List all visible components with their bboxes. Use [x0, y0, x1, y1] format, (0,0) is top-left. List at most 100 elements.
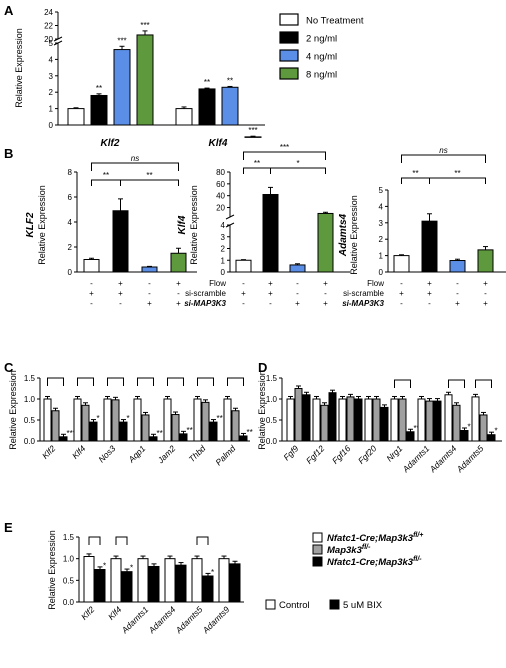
- bracket-01: [243, 167, 271, 174]
- x-category-label: Adamts1: [400, 443, 432, 475]
- y-tick-label: 0.5: [24, 416, 36, 425]
- condition-sign: -: [242, 279, 245, 288]
- legend-swatch: [279, 31, 299, 44]
- bar-nos3-2: [119, 421, 128, 442]
- bar-klf2-1: [51, 410, 60, 442]
- bar-condition-1: [112, 210, 129, 273]
- condition-sign: -: [148, 279, 151, 288]
- y-tick-label: 2: [49, 88, 54, 97]
- x-category-label: Palmd: [213, 443, 237, 467]
- bar-fgf9-0: [286, 398, 295, 442]
- bar-klf2-1: [90, 94, 108, 126]
- x-category-label: Klf2: [79, 604, 97, 622]
- bar-nrg1-1: [398, 398, 407, 442]
- x-category-label: Nos3: [96, 443, 117, 464]
- significance-bracket: [47, 377, 64, 386]
- condition-sign: -: [428, 299, 431, 308]
- legends: No Treatment 2 ng/ml 4 ng/ml 8 ng/ml Nfatc1-…: [265, 13, 423, 611]
- significance-bracket: [77, 377, 94, 386]
- y-tick-label: 4: [379, 202, 384, 211]
- x-category-label: Fgf20: [356, 443, 379, 466]
- legend-label: 8 ng/ml: [306, 70, 337, 81]
- condition-sign: +: [241, 289, 246, 298]
- legend-label: Nfatc1-Cre;Map3k3fl/-: [327, 556, 422, 568]
- bar-adamts4-0: [164, 558, 176, 603]
- y-tick-label: 4: [49, 55, 54, 64]
- condition-sign: -: [324, 289, 327, 298]
- significance-label: **: [227, 76, 233, 85]
- significance-bracket: [88, 536, 101, 545]
- significance-label: *: [495, 427, 498, 436]
- condition-sign: -: [148, 289, 151, 298]
- significance-label: *: [97, 414, 100, 423]
- significance-label: **: [217, 414, 223, 423]
- legend-label: 2 ng/ml: [306, 34, 337, 45]
- condition-row-label: Flow: [367, 279, 384, 288]
- y-tick-label: 1.5: [266, 374, 278, 383]
- x-category-label: Adamts4: [146, 604, 178, 636]
- bar-palmd-1: [231, 410, 240, 442]
- legend-label: Nfatc1-Cre;Map3k3fl/+: [327, 532, 423, 544]
- legend-swatch: [279, 67, 299, 80]
- bar-klf4-0: [175, 108, 193, 126]
- significance-bracket: [475, 379, 492, 388]
- bar-thbd-0: [193, 398, 202, 442]
- condition-sign: -: [90, 299, 93, 308]
- x-category-label: Adamts4: [427, 443, 459, 475]
- significance-label: *: [127, 414, 130, 423]
- legend-label-superscript: fl/-: [413, 556, 422, 563]
- bar-jam2-2: [179, 433, 188, 442]
- significance-label: **: [187, 426, 193, 435]
- panel-label-e: E: [4, 520, 13, 535]
- legend-swatch: [312, 532, 323, 543]
- y-tick-label: 1: [221, 256, 226, 265]
- legend-label-superscript: fl/-: [362, 544, 371, 551]
- axis-break: [225, 214, 235, 220]
- bar-condition-0: [83, 259, 100, 273]
- y-tick-label: 80: [216, 168, 225, 177]
- significance-label: **: [412, 169, 418, 178]
- condition-row-label: si-scramble: [185, 289, 226, 298]
- bar-palmd-0: [223, 398, 232, 442]
- bar-fgf12-2: [328, 392, 337, 442]
- significance-label: ns: [131, 154, 139, 163]
- bar-fgf20-1: [372, 398, 381, 442]
- significance-label: *: [130, 564, 133, 573]
- significance-label: ***: [248, 126, 257, 135]
- y-tick-label: 0.5: [266, 416, 278, 425]
- bar-condition-3: [317, 212, 334, 273]
- bar-adamts1-2: [433, 400, 442, 442]
- bar-condition-3: [170, 252, 187, 273]
- significance-label: **: [247, 428, 253, 437]
- legend-label: Control: [279, 600, 310, 611]
- condition-sign: +: [455, 299, 460, 308]
- bar-klf2-0: [43, 398, 52, 442]
- condition-sign: -: [269, 299, 272, 308]
- condition-sign: -: [484, 289, 487, 298]
- condition-sign: -: [400, 299, 403, 308]
- legend-label: 4 ng/ml: [306, 52, 337, 63]
- y-tick-label: 2: [68, 243, 73, 252]
- bar-condition-2: [141, 266, 158, 273]
- y-axis-label: Relative Expression: [47, 530, 57, 610]
- bar-condition-3: [477, 249, 494, 273]
- bar-fgf20-0: [364, 398, 373, 442]
- significance-bracket: [197, 377, 214, 386]
- bar-aqp1-1: [141, 414, 150, 442]
- legend-label-prefix: Map3k3: [327, 545, 363, 556]
- condition-sign: +: [176, 279, 181, 288]
- legend-swatch: [329, 599, 340, 610]
- y-tick-label: 22: [44, 22, 53, 31]
- bar-adamts4-1: [452, 404, 461, 442]
- bracket-13: [429, 177, 486, 184]
- y-tick-label: 1.0: [24, 395, 36, 404]
- y-tick-label: 24: [44, 8, 53, 17]
- y-tick-label: 0.0: [63, 598, 75, 607]
- condition-sign: -: [456, 289, 459, 298]
- significance-label: *: [103, 562, 106, 571]
- y-tick-label: 20: [44, 35, 53, 44]
- y-tick-label: 1: [379, 252, 384, 261]
